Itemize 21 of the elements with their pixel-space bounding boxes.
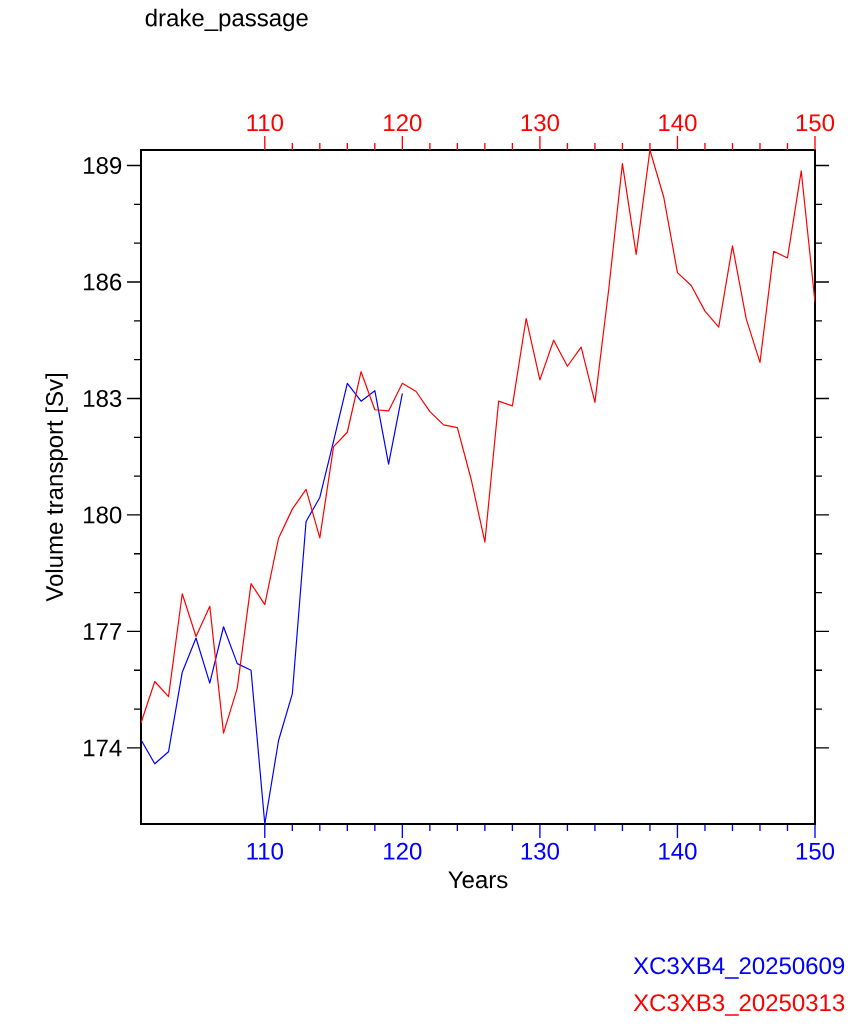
text: XC3XB4_20250609	[633, 957, 845, 979]
x-axis-title: Years	[448, 871, 508, 889]
text: XC3XB3_20250313	[633, 994, 845, 1016]
chart-title: drake_passage	[145, 8, 308, 32]
x2-tick-label: 150	[796, 114, 835, 132]
x-tick-label: 120	[384, 842, 422, 860]
x-tick-label: 110	[247, 842, 283, 860]
y-tick-label: 183	[84, 389, 122, 407]
y-tick-label: 174	[84, 739, 122, 757]
x-tick-label: 150	[796, 842, 835, 860]
y-tick-label: 186	[84, 273, 122, 291]
x2-tick-label: 110	[247, 114, 283, 132]
x-tick-label: 130	[521, 842, 559, 860]
y-axis-title: Volume transport [Sv]	[45, 374, 68, 602]
y-tick-label: 177	[84, 623, 122, 640]
x2-tick-label: 130	[521, 114, 559, 132]
y-tick-label: 180	[84, 506, 122, 524]
x-tick-label: 140	[659, 842, 697, 860]
x2-tick-label: 120	[384, 114, 422, 132]
x2-tick-label: 140	[659, 114, 697, 132]
y-tick-label: 189	[84, 157, 122, 175]
